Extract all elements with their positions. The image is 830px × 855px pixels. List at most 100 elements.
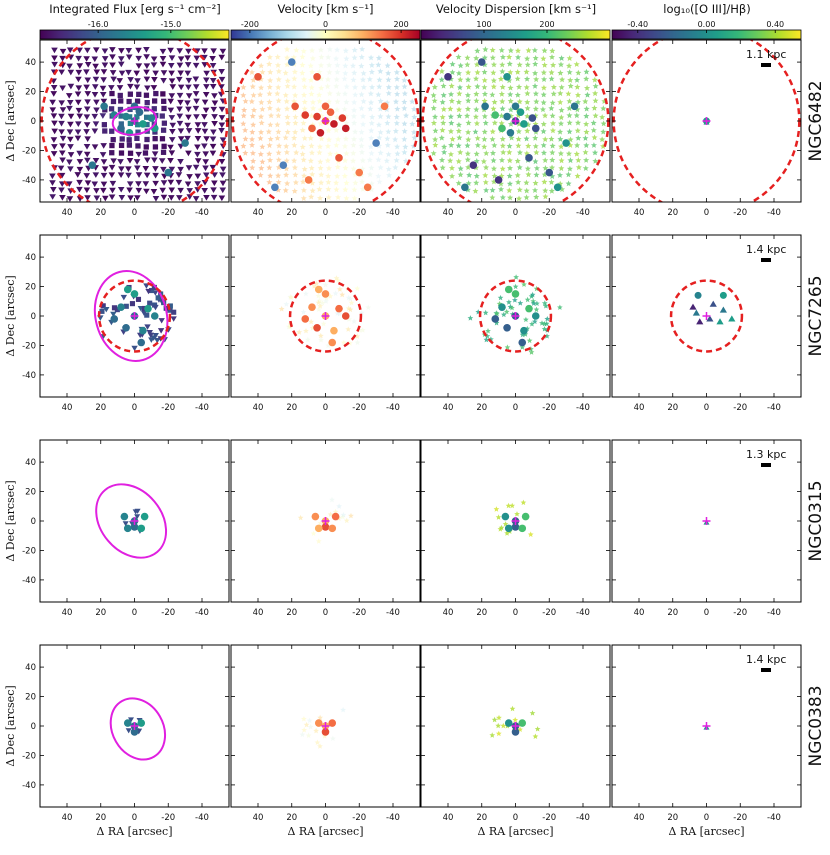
dispersion-marker xyxy=(480,158,487,165)
flux-marker xyxy=(100,181,108,188)
dispersion-marker xyxy=(549,142,556,149)
velocity-marker xyxy=(326,69,333,75)
flux-marker xyxy=(210,194,218,201)
velocity-marker xyxy=(340,707,346,713)
velocity-marker xyxy=(351,46,358,53)
flux-marker xyxy=(76,159,84,165)
dispersion-marker xyxy=(456,84,463,91)
flux-marker xyxy=(184,135,191,142)
flux-marker xyxy=(201,99,209,106)
velocity-marker xyxy=(327,293,334,299)
flux-marker xyxy=(117,92,123,99)
dispersion-marker xyxy=(447,128,454,134)
velocity-marker xyxy=(386,172,393,178)
colorbar-tick-label: -200 xyxy=(241,20,259,29)
y-tick-label: -20 xyxy=(22,546,36,556)
flux-marker xyxy=(218,69,225,75)
dispersion-marker xyxy=(541,171,548,178)
dispersion-marker xyxy=(541,326,548,332)
velocity-marker xyxy=(345,294,352,301)
velocity-marker xyxy=(267,157,274,163)
velocity-marker xyxy=(376,76,383,83)
dispersion-marker xyxy=(558,120,564,127)
velocity-marker xyxy=(330,326,338,335)
velocity-marker xyxy=(317,158,324,165)
dispersion-marker xyxy=(498,524,505,531)
velocity-marker xyxy=(401,77,408,83)
dispersion-marker xyxy=(550,120,557,127)
velocity-marker xyxy=(335,194,342,200)
dispersion-marker xyxy=(514,511,520,517)
velocity-marker xyxy=(308,149,315,156)
velocity-marker xyxy=(308,90,315,97)
dispersion-marker xyxy=(548,69,555,76)
dispersion-marker xyxy=(501,512,510,521)
velocity-marker xyxy=(351,107,358,113)
velocity-marker xyxy=(368,150,375,157)
dispersion-marker xyxy=(499,54,506,60)
flux-marker xyxy=(101,166,109,173)
flux-marker xyxy=(201,54,208,61)
velocity-marker xyxy=(318,53,325,60)
flux-marker xyxy=(151,157,158,164)
dispersion-marker xyxy=(545,168,554,177)
velocity-marker xyxy=(324,157,331,164)
dispersion-marker xyxy=(464,54,471,61)
flux-marker xyxy=(158,318,165,324)
colorbar-tick-label: -15.0 xyxy=(160,20,181,29)
x-tick-label: -20 xyxy=(733,608,747,618)
flux-marker xyxy=(211,100,219,107)
flux-marker xyxy=(203,195,210,201)
dispersion-marker xyxy=(489,128,496,135)
velocity-marker xyxy=(283,157,290,164)
flux-marker xyxy=(218,159,226,165)
flux-marker xyxy=(67,136,74,143)
flux-marker xyxy=(67,166,74,173)
flux-marker xyxy=(135,63,143,69)
x-tick-label: -20 xyxy=(161,208,175,218)
flux-marker xyxy=(176,62,184,69)
flux-marker xyxy=(125,69,132,76)
flux-marker xyxy=(91,91,99,98)
flux-marker xyxy=(118,61,125,68)
flux-marker xyxy=(108,106,115,112)
velocity-marker xyxy=(343,55,350,62)
dispersion-marker xyxy=(496,730,502,737)
dispersion-marker xyxy=(506,143,513,149)
galaxy-ellipse xyxy=(95,483,168,559)
flux-marker xyxy=(83,69,90,75)
x-tick-label: 0 xyxy=(323,208,328,218)
velocity-marker xyxy=(350,142,357,148)
flux-marker xyxy=(84,61,92,68)
dispersion-marker xyxy=(565,150,572,157)
velocity-marker xyxy=(317,46,324,53)
velocity-marker xyxy=(301,98,308,105)
flux-marker xyxy=(168,195,175,201)
dispersion-marker xyxy=(432,136,439,143)
dispersion-marker xyxy=(457,76,464,83)
dispersion-marker xyxy=(530,298,537,304)
velocity-marker xyxy=(358,53,365,60)
flux-marker xyxy=(116,85,124,91)
scale-bar xyxy=(761,258,771,262)
y-axis-label: Δ Dec [arcsec] xyxy=(4,80,17,161)
flux-marker xyxy=(152,98,158,104)
dispersion-marker xyxy=(567,142,574,148)
velocity-marker xyxy=(350,165,357,172)
x-tick-label: 0 xyxy=(704,608,709,618)
flux-marker xyxy=(100,98,108,105)
velocity-marker xyxy=(291,157,298,164)
velocity-marker xyxy=(377,113,384,120)
velocity-marker xyxy=(342,157,349,164)
dispersion-marker xyxy=(524,296,531,303)
dispersion-marker xyxy=(507,91,514,98)
dispersion-marker xyxy=(511,290,520,298)
flux-marker xyxy=(144,85,151,92)
colorbar-2 xyxy=(420,29,611,40)
velocity-marker xyxy=(333,179,340,186)
velocity-marker xyxy=(291,75,298,82)
dispersion-marker xyxy=(473,179,480,186)
flux-marker xyxy=(168,78,176,84)
velocity-marker xyxy=(401,136,408,142)
dispersion-marker xyxy=(558,114,565,121)
